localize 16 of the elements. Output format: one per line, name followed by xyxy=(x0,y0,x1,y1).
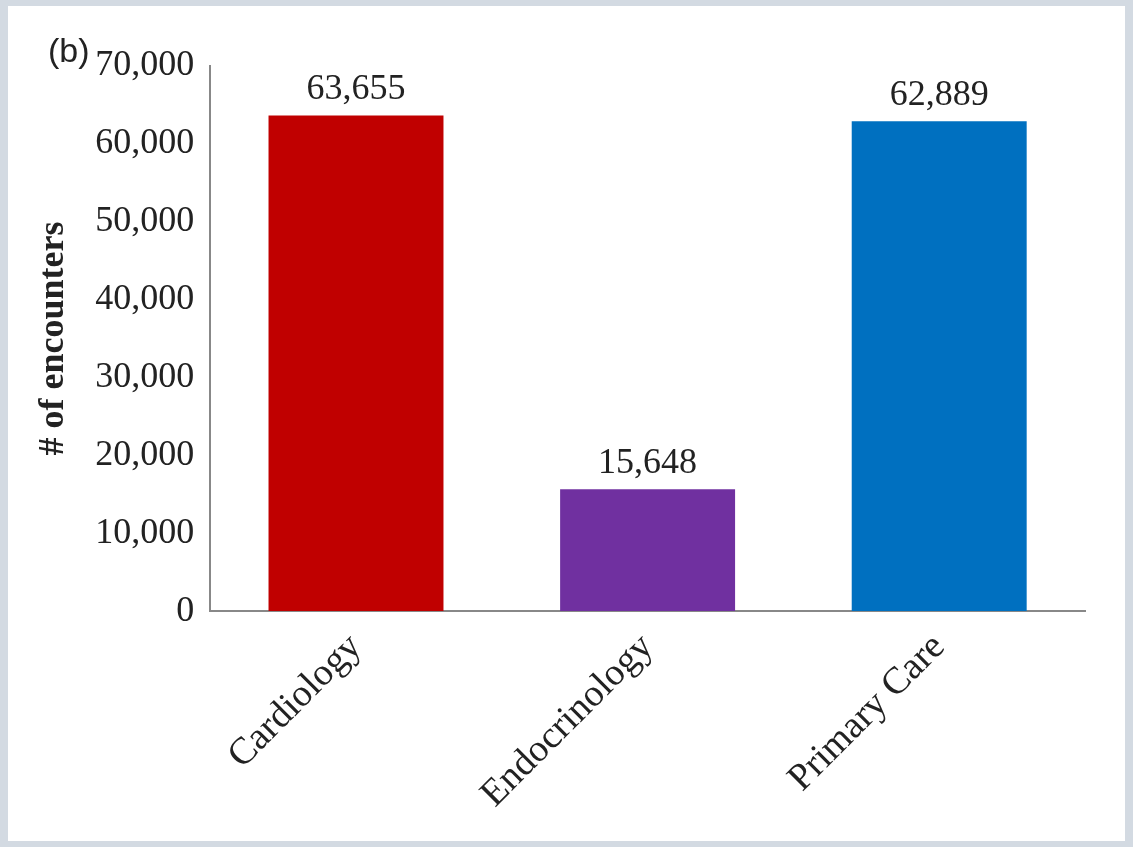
y-tick-label: 30,000 xyxy=(95,354,195,395)
bar xyxy=(560,489,736,612)
data-label: 63,655 xyxy=(306,66,406,107)
y-tick-label: 50,000 xyxy=(95,199,195,240)
y-tick-label: 10,000 xyxy=(95,510,195,551)
text: (b) xyxy=(48,31,90,70)
y-tick-label: 20,000 xyxy=(95,432,195,473)
y-tick-label: 60,000 xyxy=(95,121,195,162)
y-tick-label: 40,000 xyxy=(95,277,195,318)
data-label: 62,889 xyxy=(889,72,989,113)
bar xyxy=(851,121,1027,612)
y-axis-title: # of encounters xyxy=(30,221,71,456)
y-tick-label: 0 xyxy=(176,588,195,629)
y-tick-label: 70,000 xyxy=(95,43,195,84)
bar xyxy=(268,115,444,612)
data-label: 15,648 xyxy=(598,440,698,481)
